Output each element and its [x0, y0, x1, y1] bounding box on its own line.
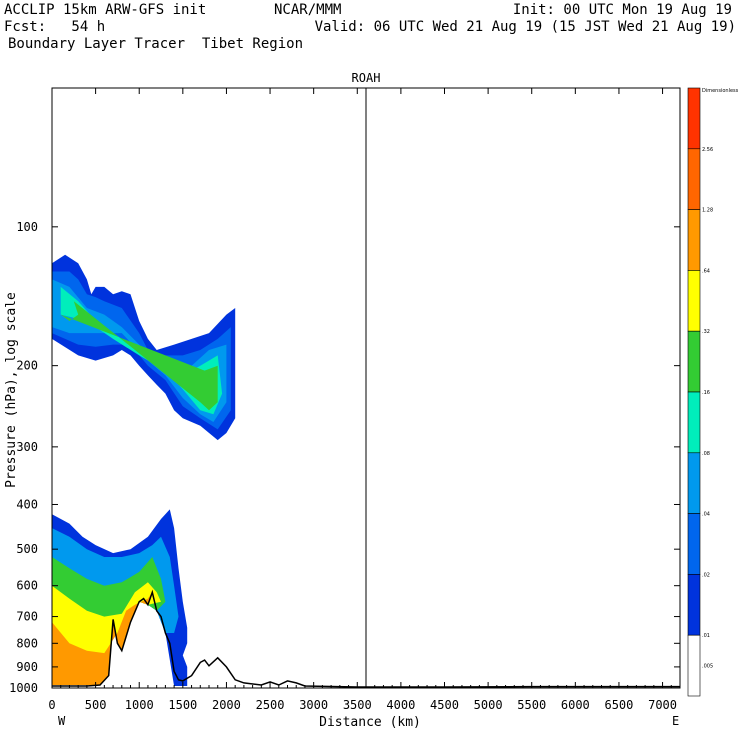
colorbar-swatch — [687, 330, 701, 393]
colorbar-swatch — [687, 574, 701, 636]
colorbar-swatch — [687, 391, 701, 454]
colorbar-label: 1.28 — [702, 208, 713, 214]
y-tick-label: 900 — [16, 660, 38, 674]
colorbar-unit-label: Dimensionless — [702, 88, 739, 94]
x-tick-label: 3500 — [343, 698, 372, 712]
header-line3-left: Boundary Layer Tracer Tibet Region — [8, 36, 304, 52]
colorbar-swatch — [687, 209, 701, 271]
x-tick-label: 6000 — [561, 698, 590, 712]
header-line1-right: Init: 00 UTC Mon 19 Aug 19 — [512, 2, 732, 18]
colorbar-label: .64 — [702, 268, 710, 274]
colorbar-label: .005 — [702, 664, 713, 670]
colorbar-swatch — [687, 634, 701, 697]
header-line2-left: Fcst: 54 h — [4, 19, 106, 35]
x-axis-label: Distance (km) — [319, 715, 421, 730]
x-tick-label: 3000 — [299, 698, 328, 712]
colorbar-label: .08 — [702, 451, 710, 457]
tracer-contours — [52, 254, 236, 686]
x-tick-label: 0 — [48, 698, 55, 712]
colorbar-label: 2.56 — [702, 147, 713, 153]
y-axis-label: Pressure (hPa), log scale — [4, 292, 19, 488]
y-axis-ticks: 100 200 300 400 500 600 700 800 900 1000 — [9, 220, 680, 695]
y-tick-label: 500 — [16, 542, 38, 556]
west-end-label: W — [58, 714, 66, 728]
chart-title: ROAH — [352, 71, 381, 85]
colorbar-label: .32 — [702, 329, 710, 335]
terrain-line — [52, 589, 680, 688]
x-tick-label: 4000 — [386, 698, 415, 712]
x-tick-label: 6500 — [604, 698, 633, 712]
east-end-label: E — [672, 714, 679, 728]
y-tick-label: 300 — [16, 440, 38, 454]
header-line1-mid: NCAR/MMM — [274, 2, 342, 18]
colorbar-label: .04 — [702, 512, 710, 518]
colorbar-swatch — [687, 87, 701, 150]
colorbar-label: .01 — [702, 633, 710, 639]
x-tick-label: 500 — [85, 698, 107, 712]
colorbar-swatch — [687, 513, 701, 575]
header-line1-left: ACCLIP 15km ARW-GFS init — [4, 2, 207, 18]
colorbar: Dimensionless 2.56 1.28 .64 .32 .16 .08 .04 .02.… — [687, 87, 739, 697]
colorbar-swatch — [687, 148, 701, 210]
x-tick-label: 7000 — [648, 698, 677, 712]
y-tick-label: 200 — [16, 359, 38, 373]
y-tick-label: 800 — [16, 636, 38, 650]
colorbar-swatch — [687, 452, 701, 514]
x-tick-label: 4500 — [430, 698, 459, 712]
colorbar-swatch — [687, 270, 701, 332]
tracer-contour-4 — [60, 294, 218, 411]
y-tick-label: 700 — [16, 610, 38, 624]
colorbar-label: .02 — [702, 572, 710, 578]
x-axis-ticks: 0 500 1000 1500 2000 2500 3000 3500 4000 4500 5000… — [48, 88, 677, 712]
y-tick-label: 100 — [16, 220, 38, 234]
x-tick-label: 1000 — [125, 698, 154, 712]
x-tick-label: 2500 — [256, 698, 285, 712]
x-tick-label: 5000 — [474, 698, 503, 712]
y-tick-label: 600 — [16, 579, 38, 593]
header-line2-right: Valid: 06 UTC Wed 21 Aug 19 (15 JST Wed … — [314, 19, 736, 35]
y-tick-label: 400 — [16, 497, 38, 511]
x-tick-label: 5500 — [517, 698, 546, 712]
x-tick-label: 1500 — [168, 698, 197, 712]
y-tick-label: 1000 — [9, 681, 38, 695]
colorbar-label: .16 — [702, 390, 710, 396]
tracer-contour-9 — [52, 592, 153, 685]
x-tick-label: 2000 — [212, 698, 241, 712]
